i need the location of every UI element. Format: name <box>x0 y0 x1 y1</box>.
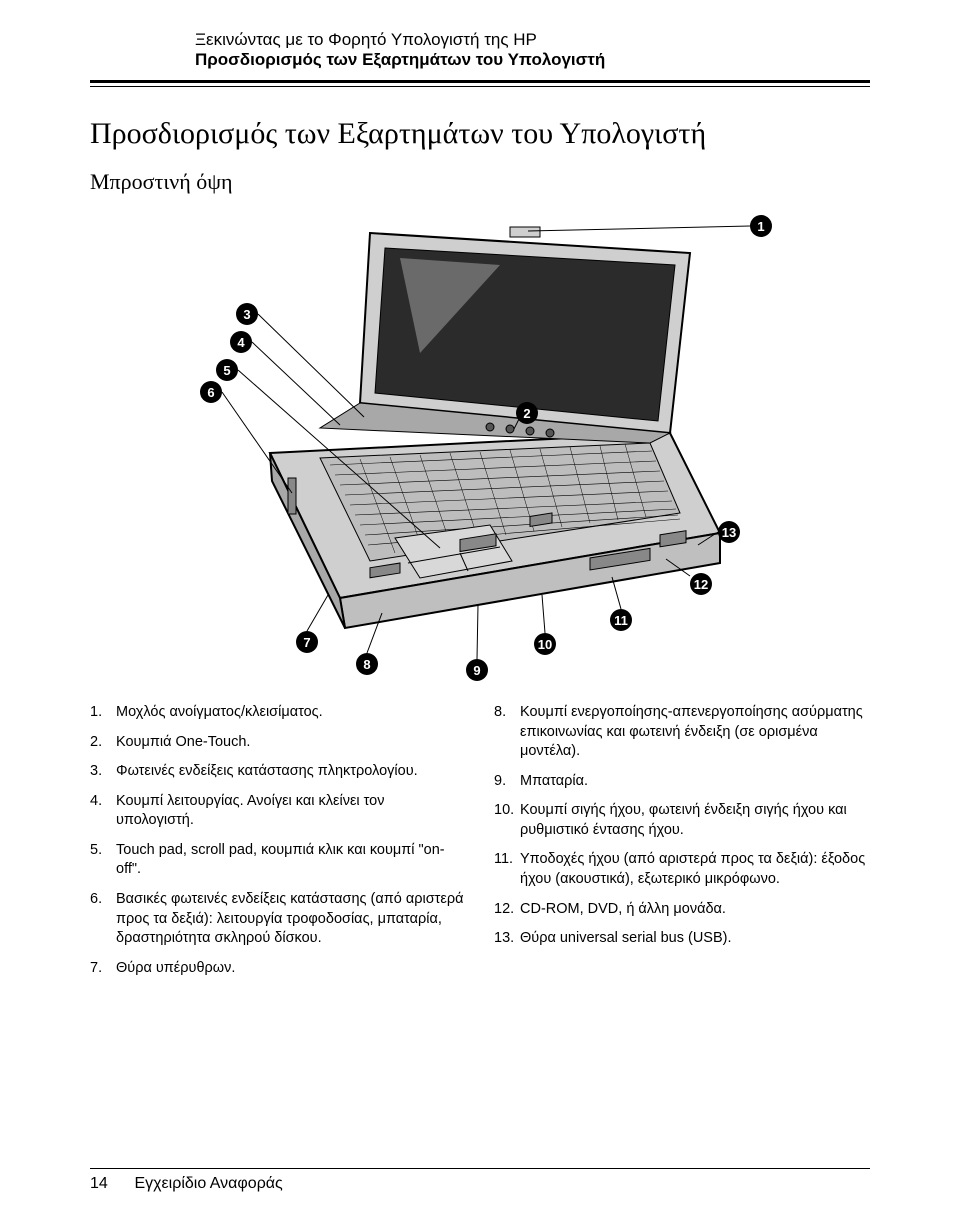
callout-9: 9 <box>466 659 488 681</box>
legend-item: 10.Κουμπί σιγής ήχου, φωτεινή ένδειξη σι… <box>494 801 870 840</box>
laptop-diagram: 12345678910111213 <box>160 203 800 683</box>
legend-item-text: Μοχλός ανοίγματος/κλεισίματος. <box>116 703 323 723</box>
legend-item: 7.Θύρα υπέρυθρων. <box>90 959 466 979</box>
legend-item-number: 4. <box>90 792 116 831</box>
legend-item: 8.Κουμπί ενεργοποίησης-απενεργοποίησης α… <box>494 703 870 762</box>
callout-10: 10 <box>534 633 556 655</box>
page: Ξεκινώντας με το Φορητό Υπολογιστή της H… <box>0 0 960 1217</box>
callout-13: 13 <box>718 521 740 543</box>
callout-1: 1 <box>750 215 772 237</box>
callout-11: 11 <box>610 609 632 631</box>
legend-item-number: 3. <box>90 762 116 782</box>
page-number: 14 <box>90 1175 130 1193</box>
legend-item: 1.Μοχλός ανοίγματος/κλεισίματος. <box>90 703 466 723</box>
legend-item: 11.Υποδοχές ήχου (από αριστερά προς τα δ… <box>494 850 870 889</box>
legend-right: 8.Κουμπί ενεργοποίησης-απενεργοποίησης α… <box>494 703 870 988</box>
page-title: Προσδιορισμός των Εξαρτημάτων του Υπολογ… <box>90 117 870 151</box>
legend-item: 2.Κουμπιά One-Touch. <box>90 733 466 753</box>
legend-item-number: 8. <box>494 703 520 762</box>
legend-item-text: Touch pad, scroll pad, κουμπιά κλικ και … <box>116 841 466 880</box>
callout-2: 2 <box>516 402 538 424</box>
footer: 14 Εγχειρίδιο Αναφοράς <box>90 1175 870 1217</box>
header-rule-thin <box>90 86 870 87</box>
legend-item-number: 5. <box>90 841 116 880</box>
legend-item-number: 10. <box>494 801 520 840</box>
callout-6: 6 <box>200 381 222 403</box>
page-subtitle: Μπροστινή όψη <box>90 169 870 195</box>
header-section: Προσδιορισμός των Εξαρτημάτων του Υπολογ… <box>195 50 870 70</box>
legend-item-text: CD-ROM, DVD, ή άλλη μονάδα. <box>520 900 726 920</box>
callout-3: 3 <box>236 303 258 325</box>
callout-5: 5 <box>216 359 238 381</box>
legend-item-text: Υποδοχές ήχου (από αριστερά προς τα δεξι… <box>520 850 870 889</box>
legend-item: 13.Θύρα universal serial bus (USB). <box>494 929 870 949</box>
legend-item-text: Κουμπί λειτουργίας. Ανοίγει και κλείνει … <box>116 792 466 831</box>
legend-item-text: Μπαταρία. <box>520 772 588 792</box>
callout-12: 12 <box>690 573 712 595</box>
header-chapter: Ξεκινώντας με το Φορητό Υπολογιστή της H… <box>195 30 870 50</box>
legend-item-text: Κουμπί σιγής ήχου, φωτεινή ένδειξη σιγής… <box>520 801 870 840</box>
legend-item: 6.Βασικές φωτεινές ενδείξεις κατάστασης … <box>90 890 466 949</box>
callout-7: 7 <box>296 631 318 653</box>
legend-item-number: 11. <box>494 850 520 889</box>
running-header: Ξεκινώντας με το Φορητό Υπολογιστή της H… <box>90 30 870 70</box>
legend-item-text: Θύρα universal serial bus (USB). <box>520 929 732 949</box>
legend-item: 5.Touch pad, scroll pad, κουμπιά κλικ κα… <box>90 841 466 880</box>
footer-rule <box>90 1168 870 1169</box>
callout-4: 4 <box>230 331 252 353</box>
legend-item-text: Κουμπιά One-Touch. <box>116 733 250 753</box>
laptop-svg <box>160 203 800 683</box>
legend-item-number: 7. <box>90 959 116 979</box>
legend-left: 1.Μοχλός ανοίγματος/κλεισίματος.2.Κουμπι… <box>90 703 466 988</box>
callout-8: 8 <box>356 653 378 675</box>
legend-item-text: Βασικές φωτεινές ενδείξεις κατάστασης (α… <box>116 890 466 949</box>
legend-item-number: 1. <box>90 703 116 723</box>
legend-item: 9.Μπαταρία. <box>494 772 870 792</box>
legend-item-number: 12. <box>494 900 520 920</box>
legend-columns: 1.Μοχλός ανοίγματος/κλεισίματος.2.Κουμπι… <box>90 703 870 988</box>
legend-item-number: 6. <box>90 890 116 949</box>
legend-item: 12.CD-ROM, DVD, ή άλλη μονάδα. <box>494 900 870 920</box>
legend-item: 4.Κουμπί λειτουργίας. Ανοίγει και κλείνε… <box>90 792 466 831</box>
footer-doc-title: Εγχειρίδιο Αναφοράς <box>134 1175 282 1192</box>
legend-item-text: Θύρα υπέρυθρων. <box>116 959 235 979</box>
legend-item: 3.Φωτεινές ενδείξεις κατάστασης πληκτρολ… <box>90 762 466 782</box>
legend-item-text: Φωτεινές ενδείξεις κατάστασης πληκτρολογ… <box>116 762 418 782</box>
legend-item-number: 13. <box>494 929 520 949</box>
legend-item-number: 9. <box>494 772 520 792</box>
header-rule-thick <box>90 80 870 83</box>
legend-item-number: 2. <box>90 733 116 753</box>
legend-item-text: Κουμπί ενεργοποίησης-απενεργοποίησης ασύ… <box>520 703 870 762</box>
